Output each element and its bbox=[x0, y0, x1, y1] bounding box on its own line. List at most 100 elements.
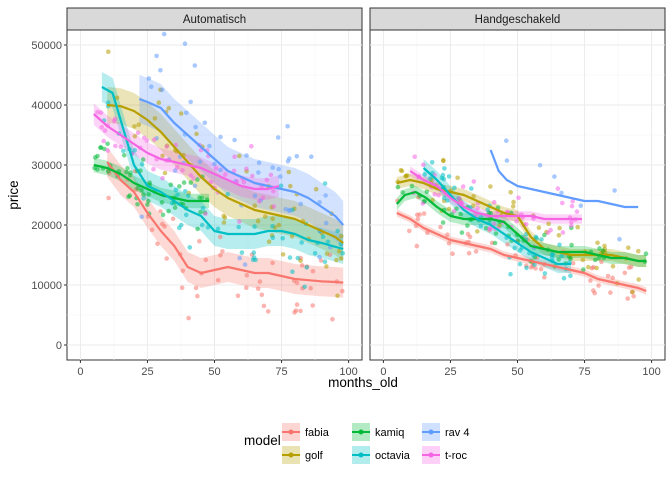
point-kamiq bbox=[593, 257, 598, 263]
point-kamiq bbox=[195, 177, 200, 182]
point-golf bbox=[221, 220, 227, 225]
point-fabia bbox=[605, 273, 611, 279]
point-golf bbox=[586, 264, 591, 270]
panel-handgeschakeld: Handgeschakeld bbox=[369, 7, 666, 361]
point-golf bbox=[405, 173, 410, 178]
point-fabia bbox=[180, 268, 186, 274]
trend-line-fabia bbox=[396, 211, 647, 293]
point-fabia bbox=[592, 290, 597, 296]
point-t-roc bbox=[180, 168, 185, 173]
point-kamiq bbox=[424, 189, 430, 195]
point-fabia bbox=[158, 209, 163, 214]
point-kamiq bbox=[400, 190, 406, 195]
point-golf bbox=[336, 249, 342, 254]
point-golf bbox=[636, 248, 641, 254]
point-octavia bbox=[186, 193, 191, 198]
point-golf bbox=[488, 184, 493, 189]
point-rav4 bbox=[278, 174, 283, 179]
point-rav4 bbox=[188, 99, 193, 105]
point-kamiq bbox=[166, 208, 171, 214]
point-kamiq bbox=[128, 170, 133, 175]
point-golf bbox=[324, 264, 329, 269]
point-octavia bbox=[236, 224, 241, 230]
point-golf bbox=[289, 234, 295, 239]
point-t-roc bbox=[488, 226, 493, 231]
point-rav4 bbox=[276, 166, 282, 172]
point-fabia bbox=[220, 249, 225, 254]
point-t-roc bbox=[560, 230, 566, 235]
trend-line-rav4 bbox=[139, 97, 345, 226]
point-golf bbox=[286, 169, 292, 175]
point-octavia bbox=[550, 251, 555, 256]
point-octavia bbox=[325, 239, 331, 245]
point-golf bbox=[270, 216, 276, 222]
point-golf bbox=[338, 256, 344, 261]
legend-point bbox=[288, 452, 294, 458]
point-fabia bbox=[425, 230, 430, 235]
point-golf bbox=[335, 293, 340, 299]
point-octavia bbox=[187, 245, 193, 250]
point-rav4 bbox=[537, 162, 543, 168]
trend-line-rav4 bbox=[489, 149, 639, 209]
point-t-roc bbox=[164, 144, 169, 149]
point-t-roc bbox=[491, 221, 497, 227]
point-golf bbox=[136, 122, 142, 127]
point-t-roc bbox=[237, 219, 242, 224]
point-golf bbox=[288, 183, 293, 189]
legend-point bbox=[358, 429, 364, 435]
point-golf bbox=[595, 240, 600, 246]
legend-key-rav4: rav 4 bbox=[422, 423, 469, 441]
point-kamiq bbox=[121, 153, 127, 158]
point-rav4 bbox=[317, 254, 322, 260]
point-t-roc bbox=[560, 200, 565, 206]
point-t-roc bbox=[451, 208, 457, 214]
point-kamiq bbox=[139, 188, 144, 193]
point-golf bbox=[255, 218, 261, 224]
point-t-roc bbox=[250, 173, 255, 179]
x-tick-label: 50 bbox=[511, 366, 523, 378]
point-octavia bbox=[524, 265, 529, 271]
point-golf bbox=[511, 199, 516, 205]
point-fabia bbox=[170, 216, 176, 222]
point-t-roc bbox=[241, 179, 247, 185]
point-rav4 bbox=[275, 135, 281, 140]
point-t-roc bbox=[432, 192, 438, 197]
point-fabia bbox=[415, 216, 421, 222]
point-t-roc bbox=[244, 166, 249, 172]
facet-strip bbox=[369, 7, 666, 31]
point-octavia bbox=[568, 273, 573, 279]
point-t-roc bbox=[98, 110, 104, 115]
point-octavia bbox=[225, 192, 230, 197]
point-golf bbox=[630, 289, 635, 295]
point-octavia bbox=[429, 160, 435, 165]
point-golf bbox=[398, 167, 404, 173]
y-axis-title: price bbox=[6, 180, 21, 209]
legend-point bbox=[288, 429, 294, 435]
plot-area bbox=[92, 31, 346, 322]
point-rav4 bbox=[149, 84, 154, 89]
point-t-roc bbox=[99, 125, 104, 130]
point-fabia bbox=[164, 256, 169, 261]
point-kamiq bbox=[459, 230, 465, 235]
point-golf bbox=[536, 225, 542, 230]
point-t-roc bbox=[569, 223, 574, 228]
point-octavia bbox=[322, 259, 328, 265]
point-fabia bbox=[244, 273, 250, 278]
point-kamiq bbox=[493, 231, 499, 236]
point-t-roc bbox=[271, 204, 277, 209]
legend-label: golf bbox=[305, 450, 324, 462]
point-t-roc bbox=[231, 168, 237, 174]
trend-line-octavia bbox=[101, 86, 344, 251]
point-golf bbox=[194, 131, 199, 137]
point-t-roc bbox=[421, 162, 426, 168]
point-rav4 bbox=[159, 87, 165, 93]
point-kamiq bbox=[395, 184, 401, 190]
point-t-roc bbox=[174, 164, 180, 170]
point-octavia bbox=[302, 284, 308, 290]
point-fabia bbox=[467, 234, 473, 240]
point-fabia bbox=[473, 249, 479, 254]
point-octavia bbox=[299, 240, 305, 245]
point-octavia bbox=[175, 192, 180, 198]
point-fabia bbox=[265, 309, 271, 314]
point-octavia bbox=[139, 161, 145, 167]
